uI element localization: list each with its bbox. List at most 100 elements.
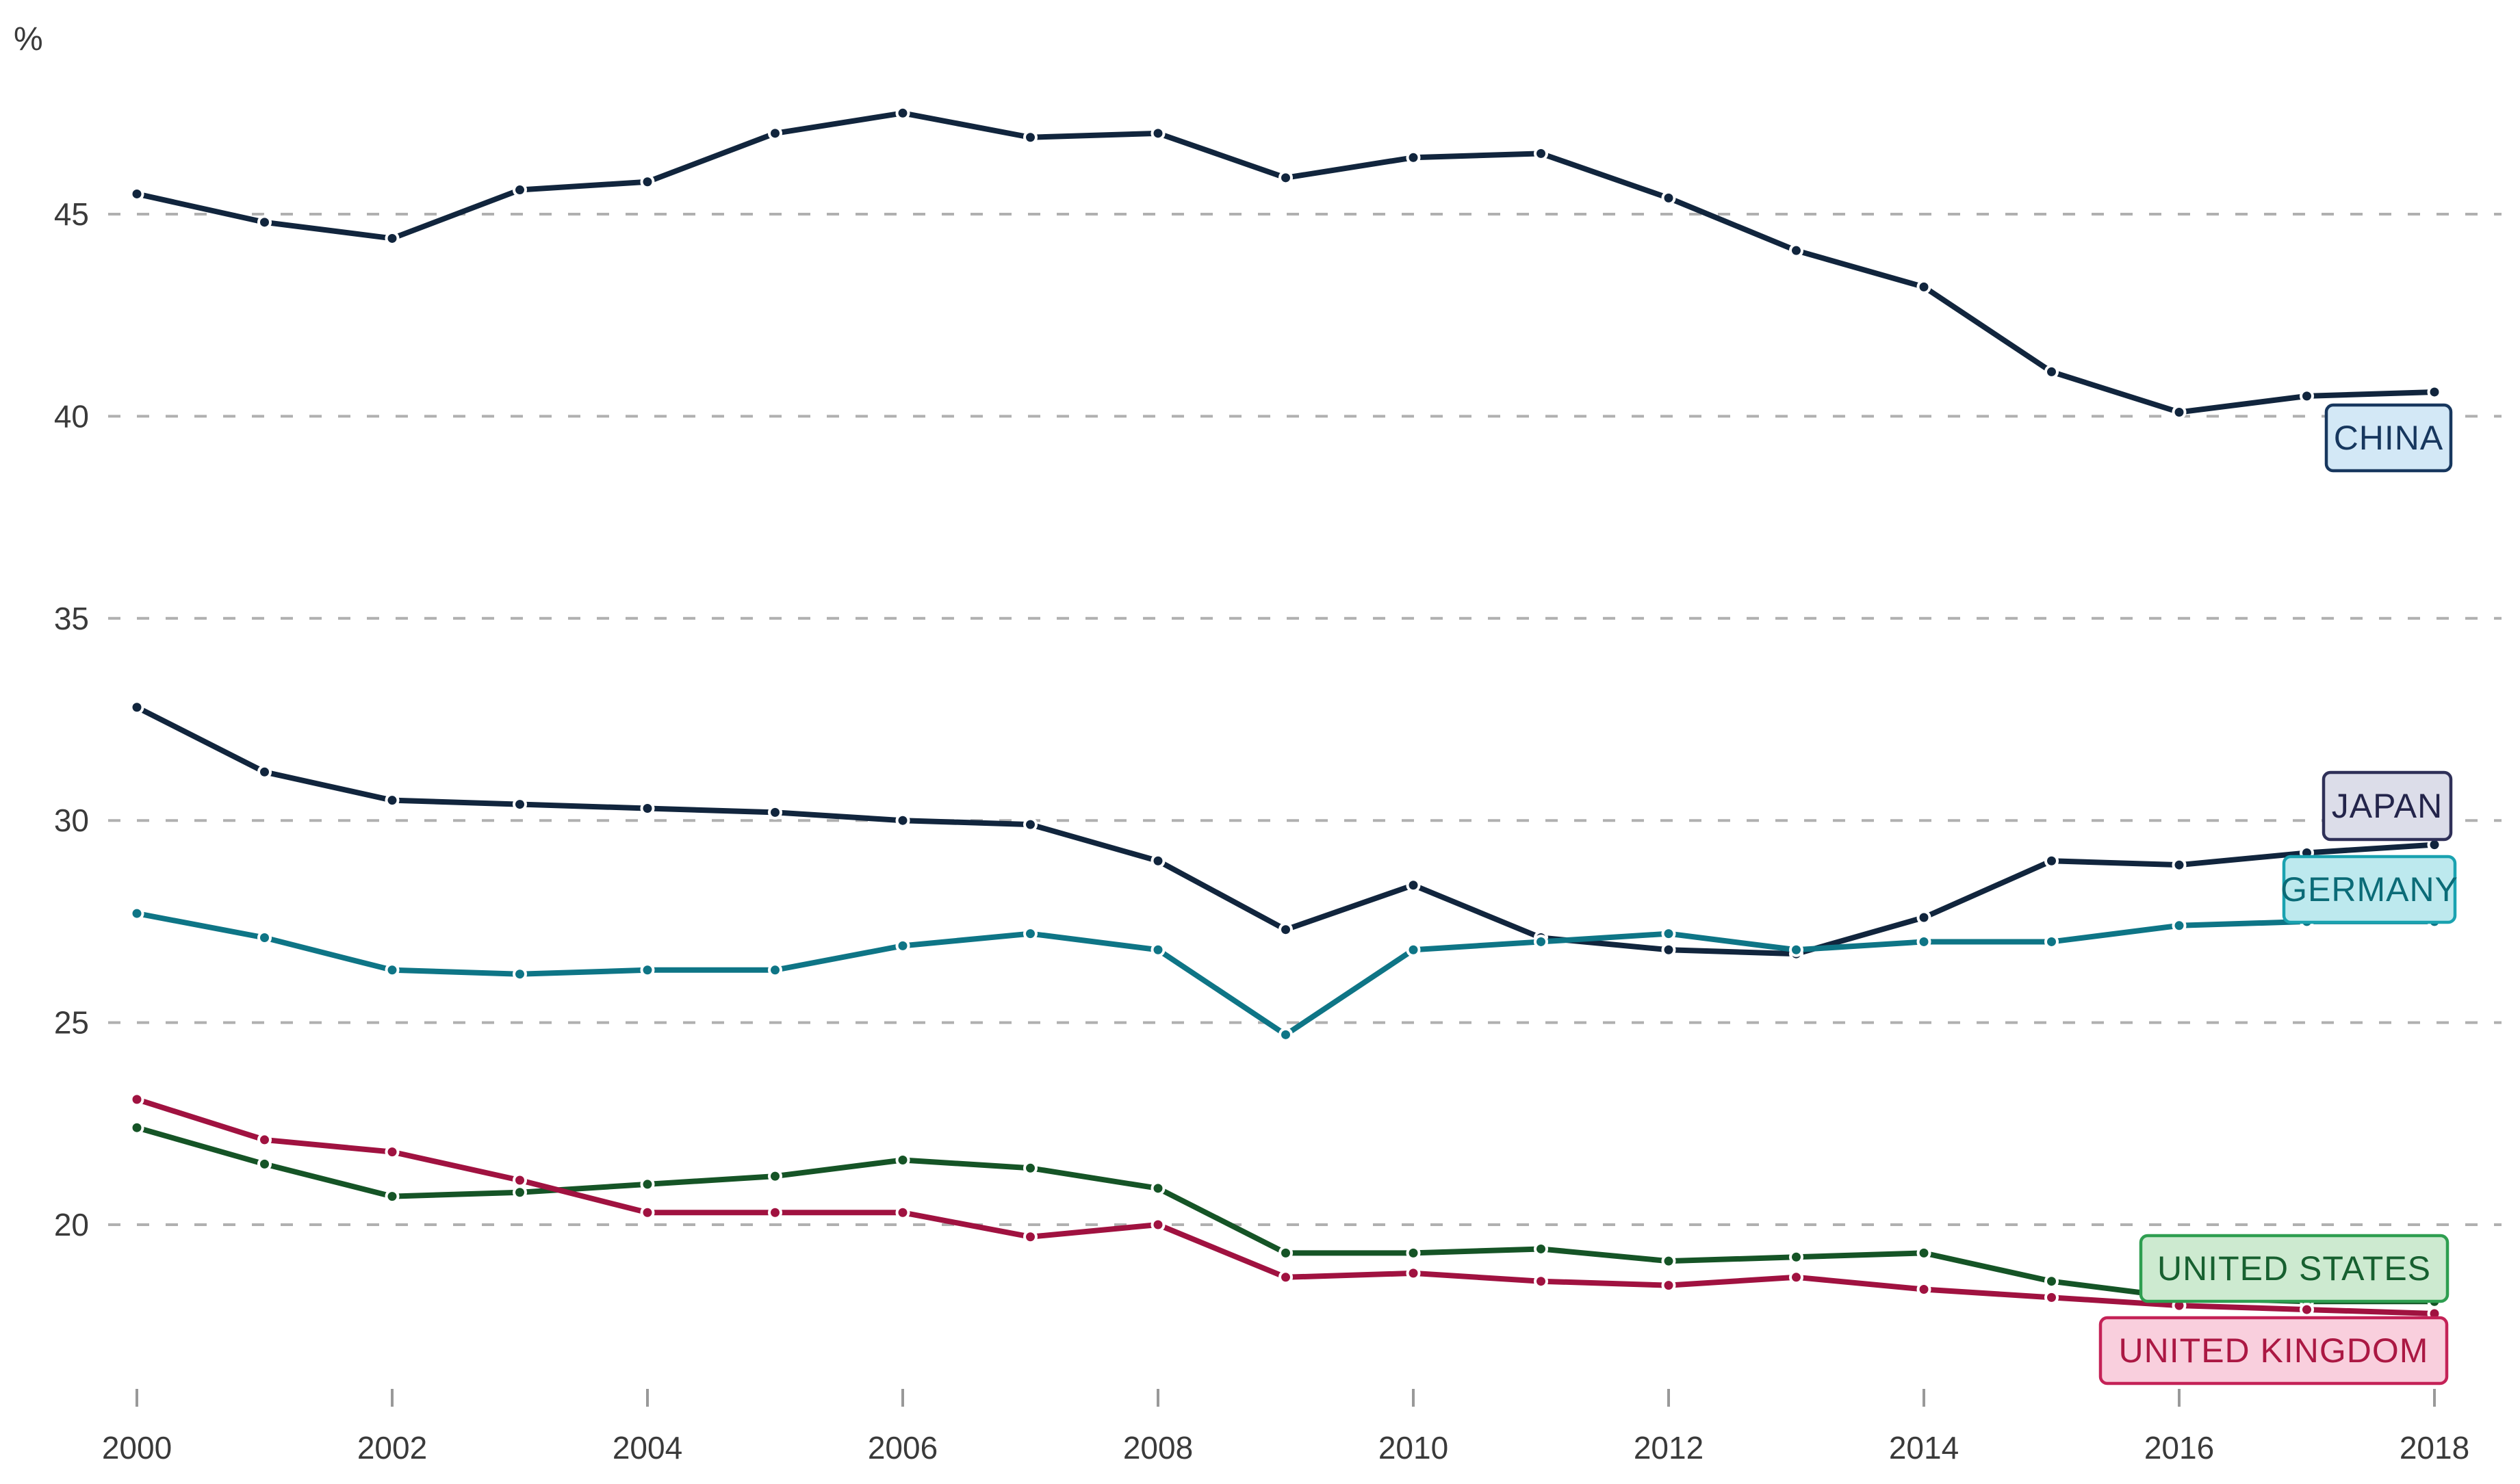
series-tag-label-united-states: UNITED STATES [2157,1249,2431,1288]
marker-germany-2012 [1664,929,1673,939]
marker-china-2013 [1792,246,1801,255]
marker-japan-2004 [643,803,652,813]
marker-japan-2001 [260,767,269,777]
y-tick-label-45: 45 [54,196,89,232]
marker-united-states-2008 [1153,1184,1163,1193]
marker-united-states-2002 [387,1192,397,1201]
marker-united-states-2009 [1281,1248,1290,1258]
marker-china-2011 [1537,148,1545,158]
marker-china-2004 [643,177,652,187]
marker-japan-2015 [2047,856,2056,865]
marker-germany-2014 [1919,937,1929,946]
marker-china-2009 [1281,173,1290,183]
series-tag-label-japan: JAPAN [2332,787,2443,825]
marker-germany-2011 [1537,937,1545,946]
marker-united-kingdom-2001 [260,1135,269,1145]
marker-germany-2004 [643,965,652,975]
marker-germany-2007 [1026,929,1035,939]
marker-japan-2002 [387,796,397,805]
marker-japan-2018 [2430,840,2439,850]
marker-japan-2014 [1919,913,1929,922]
marker-united-kingdom-2012 [1664,1281,1673,1290]
marker-china-2003 [515,185,524,195]
series-tag-label-germany: GERMANY [2280,870,2458,909]
marker-germany-2010 [1409,945,1418,954]
marker-japan-2005 [771,807,780,817]
marker-japan-2017 [2302,848,2311,857]
y-tick-label-40: 40 [54,398,89,434]
marker-germany-2016 [2174,921,2184,930]
x-tick-label-2010: 2010 [1378,1430,1448,1466]
marker-china-2018 [2430,387,2439,397]
marker-united-states-2014 [1919,1248,1929,1258]
series-line-japan [134,704,2437,957]
x-tick-label-2008: 2008 [1123,1430,1193,1466]
marker-united-states-2007 [1026,1163,1035,1173]
marker-japan-2016 [2174,860,2184,870]
marker-united-states-2015 [2047,1277,2056,1286]
marker-germany-2006 [898,941,908,950]
marker-china-2005 [771,129,780,138]
series-tag-box-united-states [2139,1234,2450,1303]
series-tag-box-united-kingdom [2098,1316,2449,1385]
marker-united-kingdom-2011 [1537,1277,1545,1286]
series-line-china [134,110,2437,415]
marker-united-kingdom-2004 [643,1208,652,1217]
x-tick-label-2014: 2014 [1889,1430,1959,1466]
marker-united-kingdom-2003 [515,1175,524,1185]
marker-united-kingdom-2000 [132,1095,142,1104]
marker-china-2001 [260,218,269,227]
marker-china-2010 [1409,153,1418,162]
series-tag-box-germany [2282,855,2457,924]
y-tick-label-35: 35 [54,601,89,636]
marker-germany-2002 [387,965,397,975]
marker-united-kingdom-2010 [1409,1268,1418,1278]
marker-united-states-2006 [898,1155,908,1164]
marker-united-states-2000 [132,1123,142,1132]
marker-japan-2009 [1281,925,1290,935]
series-tag-label-china: CHINA [2334,419,2444,457]
x-tick-label-2000: 2000 [102,1430,172,1466]
marker-china-2015 [2047,367,2056,376]
marker-united-kingdom-2014 [1919,1285,1929,1294]
x-tick-label-2006: 2006 [868,1430,938,1466]
marker-united-kingdom-2006 [898,1208,908,1217]
marker-united-kingdom-2005 [771,1208,780,1217]
marker-japan-2012 [1664,945,1673,954]
marker-china-2000 [132,189,142,198]
marker-china-2006 [898,108,908,118]
x-tick-label-2012: 2012 [1634,1430,1703,1466]
marker-united-states-2011 [1537,1244,1545,1253]
marker-united-kingdom-2007 [1026,1232,1035,1242]
y-tick-label-25: 25 [54,1005,89,1041]
marker-japan-2003 [515,800,524,809]
x-tick-label-2018: 2018 [2400,1430,2469,1466]
marker-united-kingdom-2017 [2302,1305,2311,1314]
marker-united-states-2004 [643,1180,652,1189]
x-tick-label-2016: 2016 [2144,1430,2214,1466]
marker-china-2012 [1664,193,1673,203]
marker-japan-2000 [132,703,142,712]
marker-germany-2008 [1153,945,1163,954]
marker-united-kingdom-2016 [2174,1301,2184,1310]
marker-united-states-2003 [515,1188,524,1197]
marker-germany-2000 [132,909,142,918]
marker-united-states-2001 [260,1159,269,1169]
marker-germany-2005 [771,965,780,975]
marker-china-2008 [1153,129,1163,138]
marker-germany-2015 [2047,937,2056,946]
y-tick-label-20: 20 [54,1207,89,1242]
marker-germany-2009 [1281,1030,1290,1039]
series-tag-box-japan [2322,770,2453,842]
y-tick-label-30: 30 [54,803,89,838]
marker-united-kingdom-2002 [387,1147,397,1157]
marker-japan-2007 [1026,820,1035,829]
marker-china-2014 [1919,282,1929,291]
marker-china-2017 [2302,391,2311,401]
marker-united-states-2013 [1792,1252,1801,1262]
marker-germany-2001 [260,933,269,943]
marker-china-2016 [2174,407,2184,417]
marker-japan-2008 [1153,856,1163,865]
